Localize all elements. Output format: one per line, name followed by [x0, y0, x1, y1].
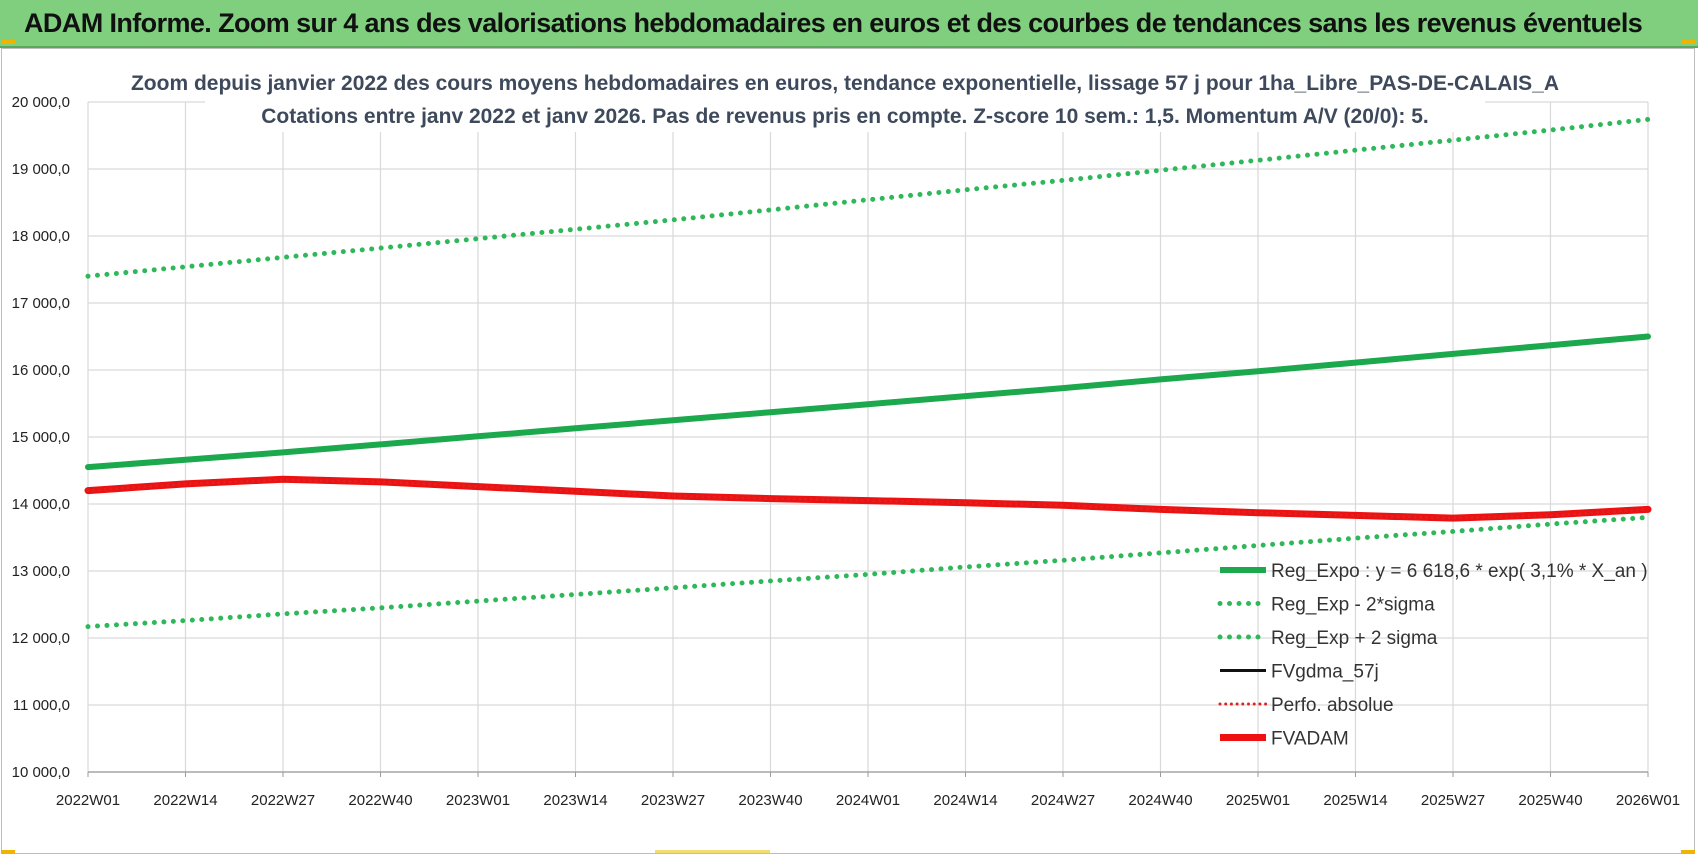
y-tick-label: 20 000,0: [12, 94, 70, 111]
x-tick-label: 2024W27: [1031, 792, 1095, 809]
legend-label: FVgdma_57j: [1271, 662, 1379, 683]
x-tick-label: 2025W01: [1226, 792, 1290, 809]
chart-frame: [1, 48, 1695, 854]
x-tick-label: 2024W01: [836, 792, 900, 809]
grid-lines: [87, 101, 1649, 777]
y-tick-label: 16 000,0: [12, 362, 70, 379]
x-tick-label: 2023W27: [641, 792, 705, 809]
y-tick-label: 19 000,0: [12, 161, 70, 178]
x-tick-label: 2024W14: [933, 792, 997, 809]
legend-label: Reg_Expo : y = 6 618,6 * exp( 3,1% * X_a…: [1271, 561, 1648, 582]
x-tick-label: 2025W14: [1323, 792, 1387, 809]
legend: Reg_Expo : y = 6 618,6 * exp( 3,1% * X_a…: [1217, 561, 1648, 750]
report-title: ADAM Informe. Zoom sur 4 ans des valoris…: [24, 8, 1643, 38]
y-tick-label: 13 000,0: [12, 563, 70, 580]
x-tick-label: 2023W40: [738, 792, 802, 809]
chart-title-line-1: Zoom depuis janvier 2022 des cours moyen…: [131, 72, 1559, 95]
x-tick-label: 2025W40: [1518, 792, 1582, 809]
legend-label: Reg_Exp + 2 sigma: [1271, 628, 1438, 649]
y-tick-label: 11 000,0: [13, 697, 70, 714]
series-line-4: [86, 478, 1650, 520]
legend-label: Reg_Exp - 2*sigma: [1271, 595, 1435, 616]
report-banner: ADAM Informe. Zoom sur 4 ans des valoris…: [0, 0, 1698, 48]
series-lines: [84, 116, 1652, 630]
legend-label: FVADAM: [1271, 729, 1349, 750]
x-tick-label: 2024W40: [1128, 792, 1192, 809]
x-tick-label: 2023W14: [543, 792, 607, 809]
y-tick-label: 15 000,0: [12, 429, 70, 446]
x-tick-label: 2022W01: [56, 792, 120, 809]
axis-labels: 10 000,0 11 000,0 12 000,0 13 000,0 14 000,0…: [12, 94, 1681, 809]
title-background: [205, 62, 1485, 132]
series-line-1: [85, 514, 1651, 630]
frame-corner-marker: [1681, 850, 1695, 854]
x-tick-label: 2025W27: [1421, 792, 1485, 809]
frame-corner-marker: [1681, 40, 1695, 44]
y-tick-label: 18 000,0: [12, 228, 70, 245]
y-tick-label: 10 000,0: [12, 764, 70, 781]
frame-corner-marker: [1, 850, 15, 854]
x-tick-label: 2023W01: [446, 792, 510, 809]
frame-corner-marker: [1, 40, 15, 44]
chart-title-area: Zoom depuis janvier 2022 des cours moyen…: [131, 62, 1559, 132]
x-tick-label: 2022W40: [348, 792, 412, 809]
frame-corner-marker: [655, 850, 770, 853]
series-line-0: [85, 333, 1651, 471]
y-tick-label: 14 000,0: [12, 496, 70, 513]
x-tick-label: 2026W01: [1616, 792, 1680, 809]
legend-label: Perfo. absolue: [1271, 695, 1394, 716]
chart-title-line-2: Cotations entre janv 2022 et janv 2026. …: [261, 105, 1429, 128]
x-tick-label: 2022W27: [251, 792, 315, 809]
y-tick-label: 17 000,0: [12, 295, 70, 312]
y-tick-label: 12 000,0: [12, 630, 70, 647]
x-tick-label: 2022W14: [153, 792, 217, 809]
